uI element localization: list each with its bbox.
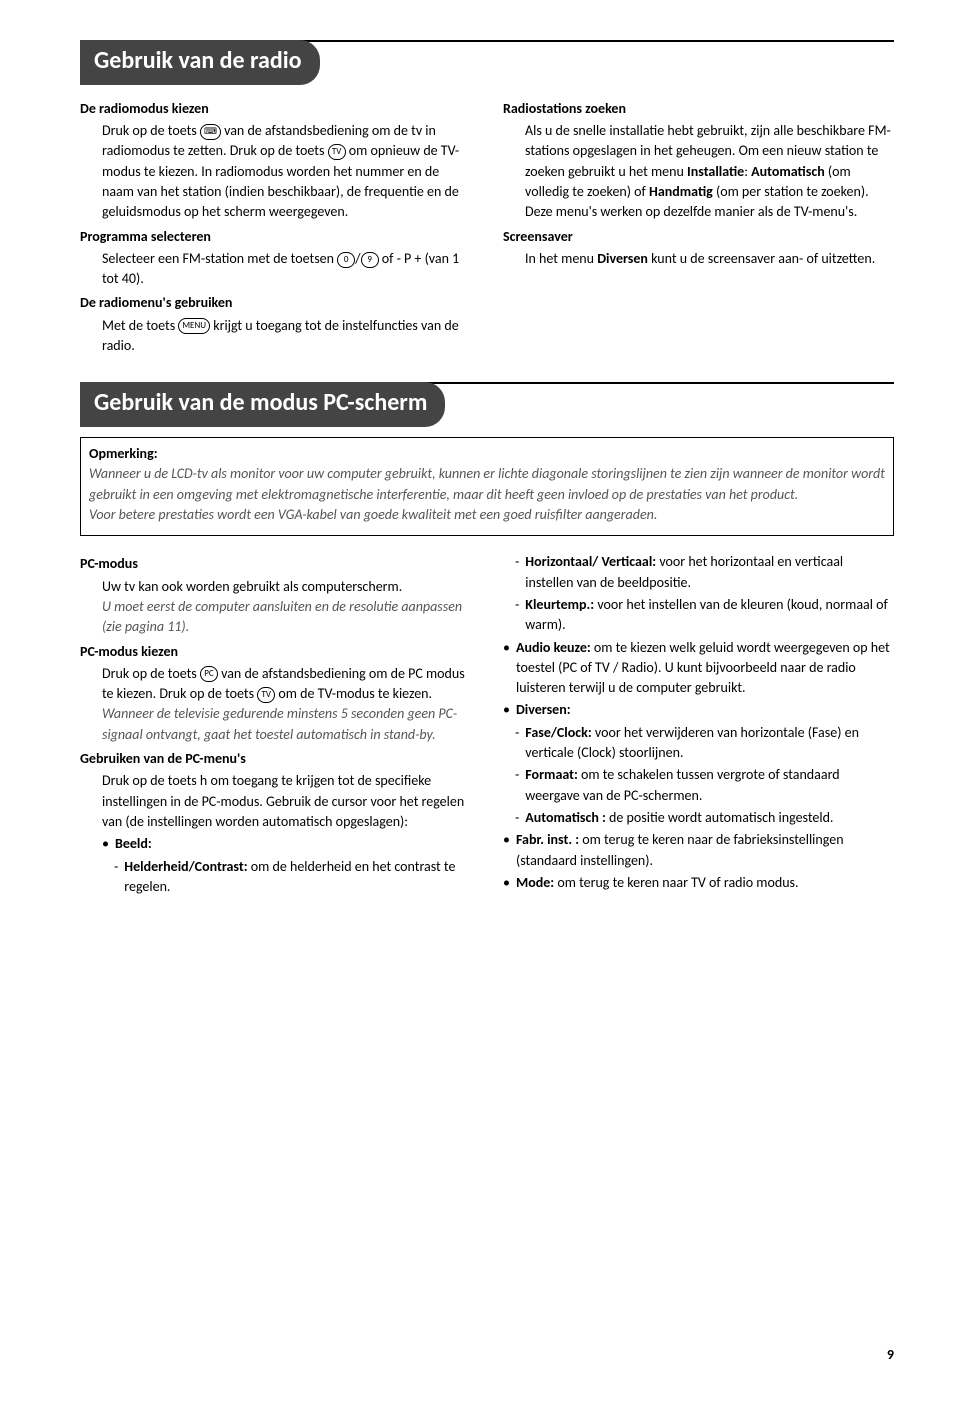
bullet-list-right: - Horizontaal/ Verticaal: voor het horiz… [503,552,894,893]
bullet-dot: • [503,830,510,871]
dash: - [114,857,118,898]
subbullet-hv: - Horizontaal/ Verticaal: voor het horiz… [503,552,894,593]
subbullet-label: Automatisch : [525,809,606,826]
heading-screensaver: Screensaver [503,227,894,247]
radio-left-col: De radiomodus kiezen Druk op de toets ⌨ … [80,95,471,357]
para-radiomodus: Druk op de toets ⌨ van de afstandsbedien… [80,121,471,222]
bullet-label: Mode: [516,874,554,891]
text: Druk op de toets h om toegang te krijgen… [102,771,471,832]
subbullet-content: Helderheid/Contrast: om de helderheid en… [124,857,471,898]
text: Druk op de toets [102,665,200,682]
note-box: Opmerking: Wanneer u de LCD-tv als monit… [80,437,894,536]
bullet-mode: • Mode: om terug te keren naar TV of rad… [503,873,894,893]
subbullet-label: Fase/Clock: [525,724,591,741]
pc-columns: PC-modus Uw tv kan ook worden gebruikt a… [80,550,894,897]
dash: - [515,552,519,593]
pc-icon: PC [200,666,218,682]
subbullet-text: de positie wordt automatisch ingesteld. [606,809,834,826]
subbullet-content: Formaat: om te schakelen tussen vergrote… [525,765,894,806]
tv-icon: TV [328,144,346,160]
dash: - [515,595,519,636]
bullet-beeld: • Beeld: [102,834,471,854]
section-header-rule: Gebruik van de radio [80,40,894,85]
subbullet-label: Formaat: [525,766,578,783]
subbullet-content: Kleurtemp.: voor het instellen van de kl… [525,595,894,636]
text-bold: Diversen [597,250,648,267]
subbullet-label: Kleurtemp.: [525,596,594,613]
heading-radiomenus: De radiomenu's gebruiken [80,293,471,313]
para-screensaver: In het menu Diversen kunt u de screensav… [503,249,894,269]
subbullet-content: Automatisch : de positie wordt automatis… [525,808,833,828]
bullet-content: Audio keuze: om te kiezen welk geluid wo… [516,638,894,699]
heading-radiomodus: De radiomodus kiezen [80,99,471,119]
para-pcmodus: Uw tv kan ook worden gebruikt als comput… [80,577,471,638]
subbullet-content: Horizontaal/ Verticaal: voor het horizon… [525,552,894,593]
bullet-dot: • [503,700,510,720]
text: Uw tv kan ook worden gebruikt als comput… [102,577,471,597]
para-pcmodus-kiezen: Druk op de toets PC van de afstandsbedie… [80,664,471,745]
subbullet-content: Fase/Clock: voor het verwijderen van hor… [525,723,894,764]
text-bold: Handmatig [649,183,713,200]
text-italic: U moet eerst de computer aansluiten en d… [102,597,471,638]
bullet-text: om terug te keren naar TV of radio modus… [554,874,798,891]
tv-icon: TV [257,687,275,703]
radio-mode-icon: ⌨ [200,124,221,140]
section-title-radio: Gebruik van de radio [80,40,320,85]
bullet-audio: • Audio keuze: om te kiezen welk geluid … [503,638,894,699]
bullet-label: Diversen: [516,700,571,720]
text: In het menu [525,250,597,267]
dash: - [515,723,519,764]
subbullet-automatisch: - Automatisch : de positie wordt automat… [503,808,894,828]
text: Met de toets [102,317,178,334]
heading-pcmodus: PC-modus [80,554,471,574]
heading-programma: Programma selecteren [80,227,471,247]
text-italic: Wanneer de televisie gedurende minstens … [102,704,471,745]
text: Selecteer een FM-station met de toetsen [102,250,337,267]
bullet-content: Mode: om terug te keren naar TV of radio… [516,873,799,893]
dash: - [515,765,519,806]
text-bold: Installatie [687,163,744,180]
text: kunt u de screensaver aan- of uitzetten. [648,250,875,267]
page-number: 9 [887,1345,894,1365]
text: om de TV-modus te kiezen. [275,685,432,702]
para-pcmenus: Druk op de toets h om toegang te krijgen… [80,771,471,832]
bullet-fabr: • Fabr. inst. : om terug te keren naar d… [503,830,894,871]
note-title: Opmerking: [89,444,885,464]
dash: - [515,808,519,828]
pc-right-col: - Horizontaal/ Verticaal: voor het horiz… [503,550,894,897]
subbullet-fase: - Fase/Clock: voor het verwijderen van h… [503,723,894,764]
para-radiomenus: Met de toets MENU krijgt u toegang tot d… [80,316,471,357]
subbullet-kleurtemp: - Kleurtemp.: voor het instellen van de … [503,595,894,636]
text-bold: Automatisch [751,163,825,180]
bullet-dot: • [503,638,510,699]
subbullet-formaat: - Formaat: om te schakelen tussen vergro… [503,765,894,806]
para-zoeken: Als u de snelle installatie hebt gebruik… [503,121,894,222]
key-9-icon: 9 [361,252,379,268]
bullet-label: Fabr. inst. : [516,831,579,848]
heading-pcmenus: Gebruiken van de PC-menu's [80,749,471,769]
radio-columns: De radiomodus kiezen Druk op de toets ⌨ … [80,95,894,357]
bullet-dot: • [102,834,109,854]
para-programma: Selecteer een FM-station met de toetsen … [80,249,471,290]
section-header-rule-pc: Gebruik van de modus PC-scherm [80,382,894,427]
bullet-label: Audio keuze: [516,639,591,656]
bullet-content: Fabr. inst. : om terug te keren naar de … [516,830,894,871]
key-0-icon: 0 [337,252,355,268]
heading-pcmodus-kiezen: PC-modus kiezen [80,642,471,662]
text: Druk op de toets [102,122,200,139]
bullet-dot: • [503,873,510,893]
radio-right-col: Radiostations zoeken Als u de snelle ins… [503,95,894,357]
subbullet-label: Horizontaal/ Verticaal: [525,553,656,570]
section-title-pc: Gebruik van de modus PC-scherm [80,382,445,427]
note-line1: Wanneer u de LCD-tv als monitor voor uw … [89,464,885,505]
heading-zoeken: Radiostations zoeken [503,99,894,119]
menu-icon: MENU [178,318,210,334]
pc-left-col: PC-modus Uw tv kan ook worden gebruikt a… [80,550,471,897]
subbullet-helderheid: - Helderheid/Contrast: om de helderheid … [102,857,471,898]
bullet-label: Beeld: [115,834,152,854]
bullet-list-left: • Beeld: - Helderheid/Contrast: om de he… [80,834,471,897]
note-line2: Voor betere prestaties wordt een VGA-kab… [89,505,885,525]
bullet-diversen: • Diversen: [503,700,894,720]
subbullet-label: Helderheid/Contrast: [124,858,247,875]
